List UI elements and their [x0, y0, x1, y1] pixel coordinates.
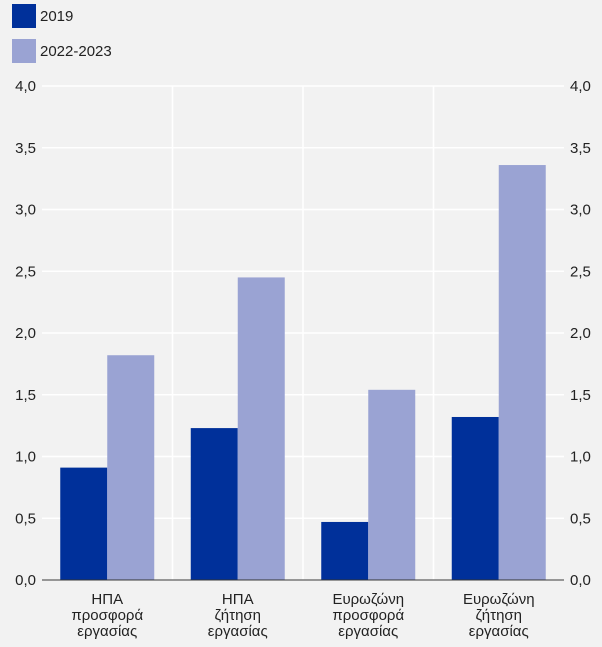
y-tick-label-right: 3,0	[570, 202, 591, 219]
legend-label-2022-2023: 2022-2023	[40, 42, 112, 60]
y-tick-label-right: 0,5	[570, 510, 591, 527]
category-label-line: ΗΠΑ	[222, 591, 254, 608]
category-label-line: ζήτηση	[214, 607, 261, 624]
category-label-line: Ευρωζώνη	[463, 591, 535, 608]
bar-2022-2023-2	[237, 277, 285, 580]
bar-2019-4	[451, 416, 499, 580]
category-label-line: εργασίας	[77, 623, 137, 640]
y-tick-label-right: 4,0	[570, 78, 591, 95]
category-label: Ευρωζώνη προσφορά εργασίας	[332, 591, 404, 640]
y-tick-label-left: 3,0	[15, 202, 36, 219]
y-tick-label-left: 0,5	[15, 510, 36, 527]
bar-2022-2023-3	[368, 389, 416, 580]
bar-2022-2023-1	[107, 355, 155, 580]
y-tick-label-left: 1,5	[15, 387, 36, 404]
bar-2019-1	[60, 467, 108, 580]
category-label-line: ζήτηση	[475, 607, 522, 624]
y-tick-label-left: 3,5	[15, 140, 36, 157]
y-tick-label-left: 4,0	[15, 78, 36, 95]
category-label-line: ΗΠΑ	[91, 591, 123, 608]
y-tick-label-left: 1,0	[15, 449, 36, 466]
y-tick-label-right: 2,5	[570, 263, 591, 280]
legend-item-2019: 2019	[12, 4, 112, 28]
y-tick-label-left: 2,0	[15, 325, 36, 342]
y-tick-label-right: 2,0	[570, 325, 591, 342]
y-tick-label-right: 1,5	[570, 387, 591, 404]
legend-label-2019: 2019	[40, 7, 74, 25]
category-label-line: προσφορά	[332, 607, 404, 624]
y-tick-label-left: 0,0	[15, 572, 36, 589]
legend-item-2022-2023: 2022-2023	[12, 39, 112, 63]
category-label: ΗΠΑ ζήτηση εργασίας	[208, 591, 268, 640]
legend-swatch-2019	[12, 4, 36, 28]
y-tick-label-right: 1,0	[570, 449, 591, 466]
y-tick-label-right: 3,5	[570, 140, 591, 157]
bar-2019-3	[321, 521, 369, 580]
y-tick-label-left: 2,5	[15, 263, 36, 280]
category-label-line: εργασίας	[469, 623, 529, 640]
legend-swatch-2022-2023	[12, 39, 36, 63]
bar-2019-2	[190, 428, 238, 580]
category-label-line: εργασίας	[338, 623, 398, 640]
category-label-line: Ευρωζώνη	[332, 591, 404, 608]
category-label-line: εργασίας	[208, 623, 268, 640]
category-label-line: προσφορά	[71, 607, 143, 624]
chart-legend: 2019 2022-2023	[12, 4, 112, 74]
category-label: ΗΠΑ προσφορά εργασίας	[71, 591, 143, 640]
y-tick-label-right: 0,0	[570, 572, 591, 589]
category-label: Ευρωζώνη ζήτηση εργασίας	[463, 591, 535, 640]
bar-2022-2023-4	[498, 165, 546, 581]
